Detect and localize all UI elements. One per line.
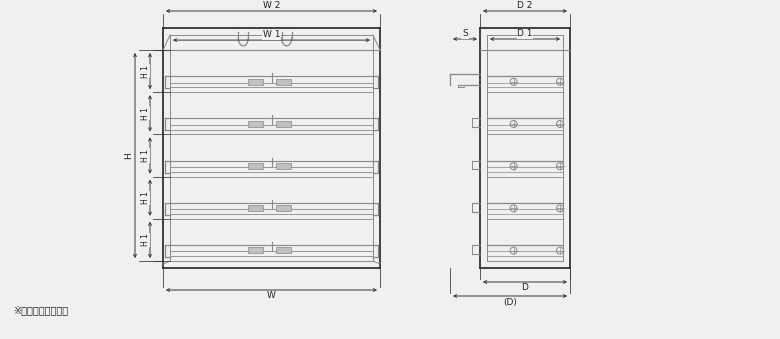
Text: D 1: D 1 [517, 29, 533, 39]
Bar [248, 247, 264, 253]
Bar [276, 79, 291, 84]
Bar [276, 247, 291, 253]
Text: H 1: H 1 [140, 149, 150, 162]
Bar [248, 79, 264, 84]
Text: H 1: H 1 [140, 65, 150, 78]
Text: H 1: H 1 [140, 107, 150, 120]
Text: W: W [267, 292, 276, 300]
Text: H 1: H 1 [140, 234, 150, 246]
Text: (D): (D) [503, 298, 517, 306]
Text: D 2: D 2 [517, 0, 533, 9]
Text: W 1: W 1 [263, 30, 280, 39]
Text: ※図は棚数５の場合: ※図は棚数５の場合 [13, 305, 68, 315]
Text: D: D [522, 283, 528, 293]
Bar [248, 121, 264, 127]
Text: H: H [125, 152, 133, 159]
Bar [248, 163, 264, 169]
Bar [276, 121, 291, 127]
Bar [248, 205, 264, 211]
Bar [276, 163, 291, 169]
Text: S: S [462, 29, 468, 38]
Text: H 1: H 1 [140, 191, 150, 204]
Bar [276, 205, 291, 211]
Text: W 2: W 2 [263, 0, 280, 9]
